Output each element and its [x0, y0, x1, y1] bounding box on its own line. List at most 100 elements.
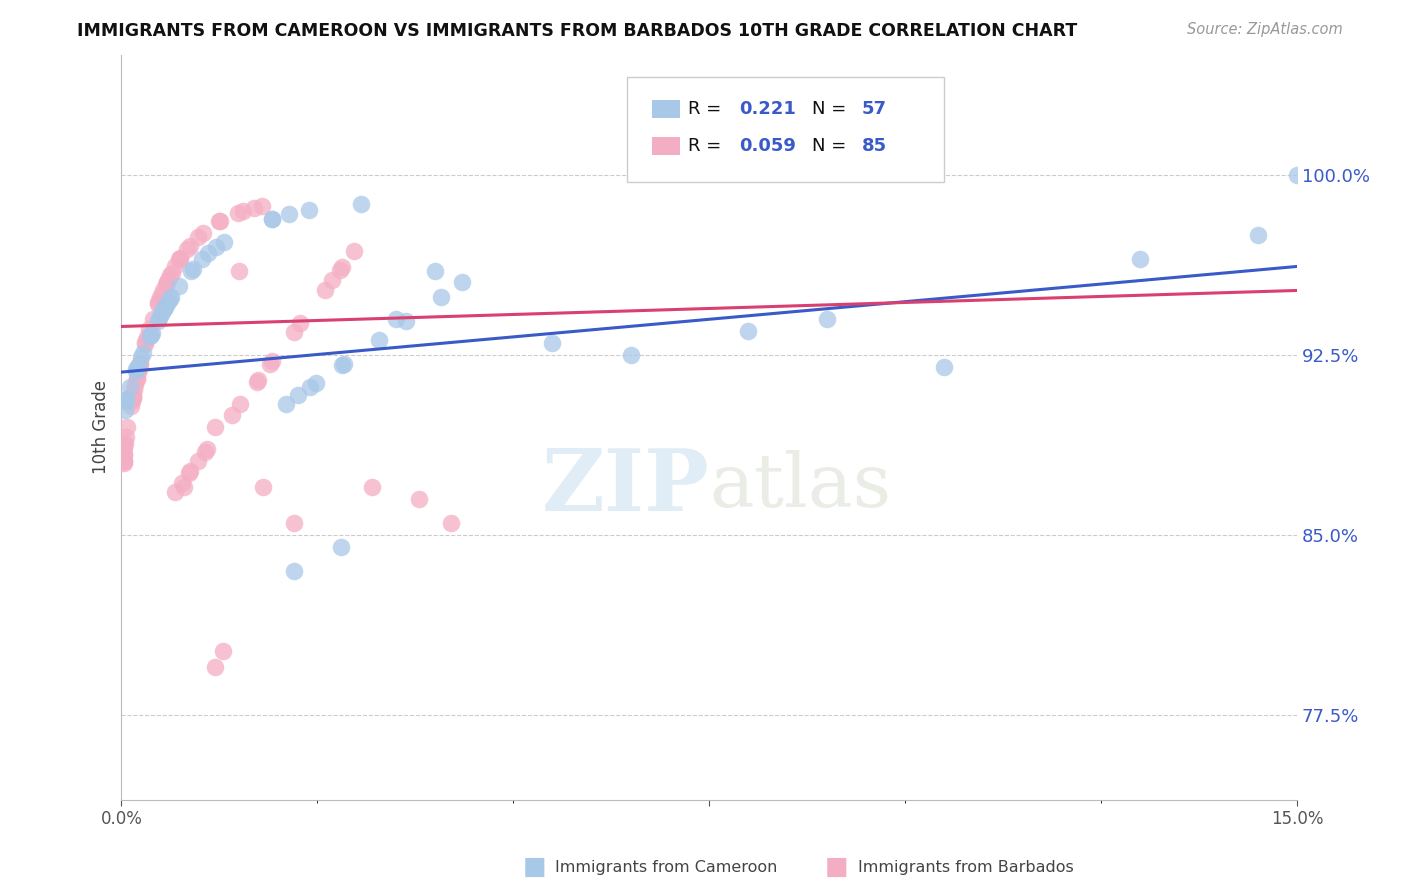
Point [247, 373, 270, 387]
Point [122, 390, 145, 404]
Text: Immigrants from Cameroon: Immigrants from Cameroon [555, 860, 778, 874]
Point [114, 403, 136, 417]
Text: ZIP: ZIP [541, 445, 709, 529]
Point [160, 266, 183, 280]
Point [148, 310, 170, 325]
Point [276, 397, 298, 411]
Text: N =: N = [811, 100, 852, 118]
Point [229, 397, 252, 411]
Point [121, 393, 143, 408]
Point [112, 447, 135, 461]
Point [167, 278, 190, 293]
Point [262, 354, 284, 368]
Point [157, 273, 180, 287]
Point [169, 251, 191, 265]
Point [205, 240, 228, 254]
Point [305, 376, 328, 391]
Point [329, 541, 352, 555]
Point [159, 292, 181, 306]
Point [114, 394, 136, 409]
Point [191, 226, 214, 240]
Point [180, 264, 202, 278]
Point [1247, 228, 1270, 243]
Point [226, 205, 249, 219]
Point [169, 252, 191, 267]
Point [423, 264, 446, 278]
Point [114, 436, 136, 450]
Point [737, 324, 759, 338]
Point [314, 283, 336, 297]
Point [146, 313, 169, 327]
Point [208, 214, 231, 228]
Point [112, 456, 135, 470]
Point [120, 399, 142, 413]
Point [298, 202, 321, 217]
Point [127, 359, 149, 373]
Point [112, 441, 135, 455]
Text: N =: N = [811, 137, 852, 155]
Point [165, 259, 187, 273]
Text: 0.221: 0.221 [738, 100, 796, 118]
Point [934, 360, 956, 375]
Point [179, 464, 201, 478]
Point [439, 516, 461, 531]
Text: ■: ■ [825, 855, 848, 879]
Point [117, 420, 139, 434]
Point [156, 295, 179, 310]
Point [430, 290, 453, 304]
Point [815, 312, 838, 326]
Point [232, 203, 254, 218]
Point [134, 336, 156, 351]
Point [163, 485, 186, 500]
Text: R =: R = [688, 100, 727, 118]
Point [451, 275, 474, 289]
Text: Source: ZipAtlas.com: Source: ZipAtlas.com [1187, 22, 1343, 37]
Point [114, 430, 136, 444]
Point [138, 322, 160, 336]
FancyBboxPatch shape [651, 137, 681, 155]
FancyBboxPatch shape [627, 78, 945, 182]
Point [321, 273, 343, 287]
Point [173, 480, 195, 494]
Point [330, 359, 353, 373]
Point [112, 439, 135, 453]
Point [125, 372, 148, 386]
Point [121, 392, 143, 406]
Point [195, 442, 218, 456]
Point [156, 275, 179, 289]
Point [125, 370, 148, 384]
Point [112, 454, 135, 468]
Point [153, 300, 176, 314]
Point [125, 362, 148, 376]
Point [204, 660, 226, 674]
Point [384, 312, 406, 326]
Point [153, 301, 176, 315]
Text: ■: ■ [523, 855, 546, 879]
Point [134, 335, 156, 350]
Point [112, 454, 135, 468]
Point [330, 260, 353, 274]
Point [191, 252, 214, 266]
Point [187, 230, 209, 244]
Point [212, 235, 235, 249]
Point [1129, 252, 1152, 267]
Text: 0.059: 0.059 [738, 137, 796, 155]
Point [194, 444, 217, 458]
Text: 57: 57 [862, 100, 887, 118]
Point [1286, 168, 1309, 182]
Point [541, 336, 564, 351]
Point [160, 290, 183, 304]
Point [350, 197, 373, 211]
Point [259, 357, 281, 371]
Point [121, 392, 143, 406]
Point [287, 388, 309, 402]
Point [299, 380, 322, 394]
Point [262, 211, 284, 226]
Point [221, 408, 243, 422]
Point [129, 351, 152, 365]
Point [395, 314, 418, 328]
Point [361, 480, 384, 494]
Point [112, 448, 135, 462]
Point [159, 268, 181, 283]
Point [208, 213, 231, 227]
